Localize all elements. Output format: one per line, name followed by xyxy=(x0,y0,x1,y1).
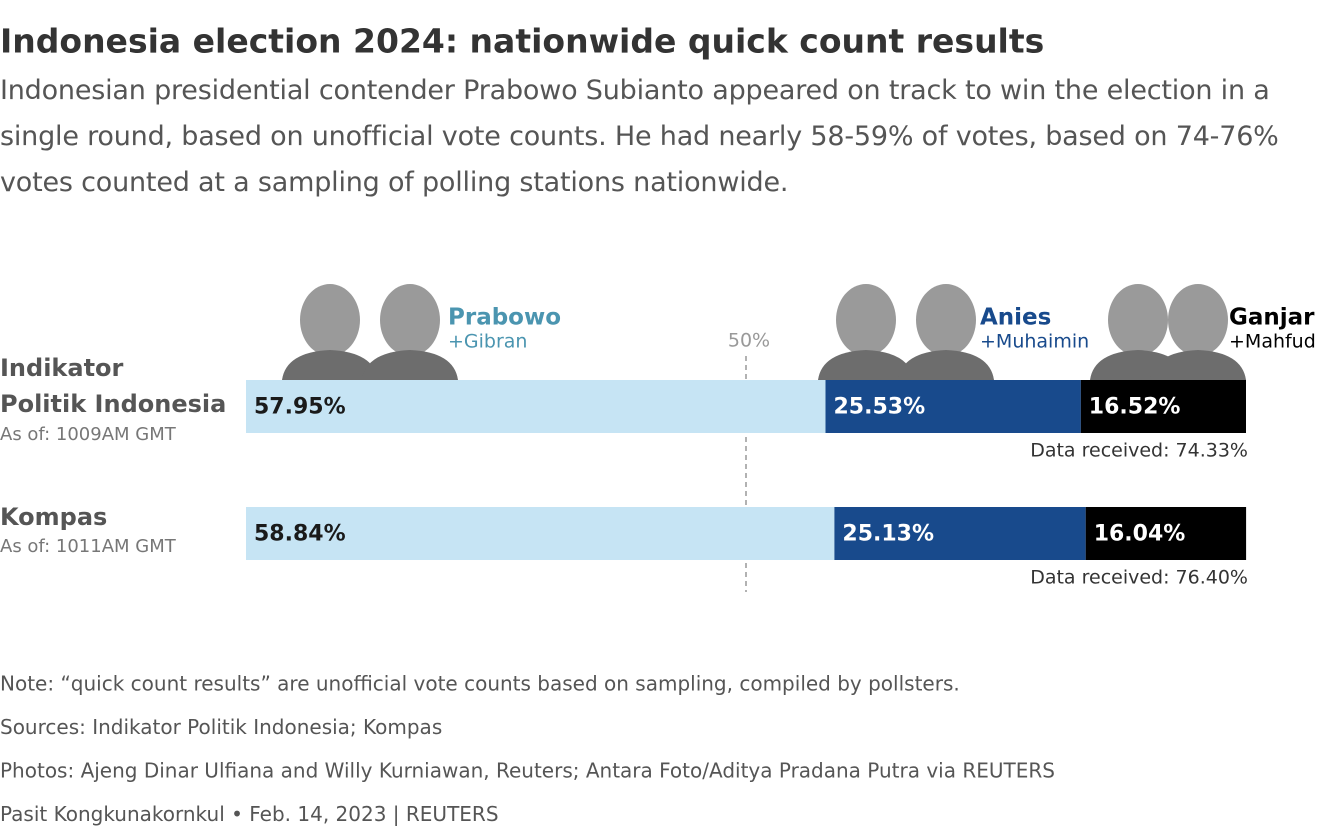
bar-segment xyxy=(825,380,1081,433)
portrait-head xyxy=(1108,284,1168,356)
portrait-body xyxy=(282,350,378,380)
footnote: Sources: Indikator Politik Indonesia; Ko… xyxy=(0,715,442,739)
category-label: Indikator Politik Indonesia xyxy=(0,354,227,418)
category-label: Kompas xyxy=(0,503,108,531)
footnote: Note: “quick count results” are unoffici… xyxy=(0,672,960,696)
legend-partner: +Gibran xyxy=(448,331,527,353)
portrait-head xyxy=(1168,284,1228,356)
category-note: As of: 1009AM GMT xyxy=(0,424,176,445)
bar-segment xyxy=(834,507,1086,560)
bar-segment xyxy=(246,507,835,560)
portrait-head xyxy=(916,284,976,356)
footnote: Photos: Ajeng Dinar Ulfiana and Willy Ku… xyxy=(0,759,1055,783)
legend-name: Ganjar xyxy=(1229,305,1315,331)
legend-partner: +Mahfud xyxy=(1229,331,1316,353)
portrait-body xyxy=(818,350,914,380)
category-note: As of: 1011AM GMT xyxy=(0,536,176,557)
portrait-head xyxy=(836,284,896,356)
reference-label: 50% xyxy=(728,330,770,352)
value-label: 25.53% xyxy=(834,395,926,420)
data-received: Data received: 76.40% xyxy=(1030,567,1248,589)
bar-segment xyxy=(1085,507,1247,560)
legend-partner: +Muhaimin xyxy=(980,331,1089,353)
portrait-head xyxy=(300,284,360,356)
portrait-head xyxy=(380,284,440,356)
bar-segment xyxy=(246,380,826,433)
value-label: 16.52% xyxy=(1089,395,1181,420)
legend-name: Anies xyxy=(980,305,1051,331)
subtitle: Indonesian presidential contender Prabow… xyxy=(0,75,1279,198)
portrait-body xyxy=(1150,350,1246,380)
portrait-body xyxy=(898,350,994,380)
value-label: 58.84% xyxy=(254,522,346,547)
value-label: 25.13% xyxy=(842,522,934,547)
data-received: Data received: 74.33% xyxy=(1030,440,1248,462)
bar-segment xyxy=(1080,380,1246,433)
footnote: Pasit Kongkunakornkul • Feb. 14, 2023 | … xyxy=(0,802,499,826)
legend-name: Prabowo xyxy=(448,305,561,331)
value-label: 57.95% xyxy=(254,395,346,420)
value-label: 16.04% xyxy=(1094,522,1186,547)
portrait-body xyxy=(362,350,458,380)
chart-title: Indonesia election 2024: nationwide quic… xyxy=(0,22,1044,61)
